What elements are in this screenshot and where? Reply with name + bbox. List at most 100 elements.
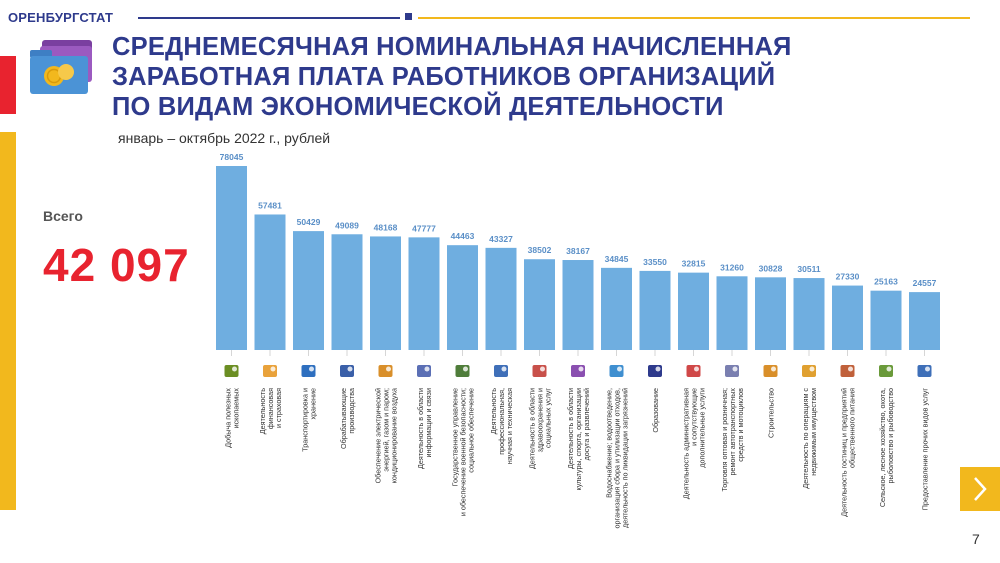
bar	[447, 245, 478, 350]
axis-ticks	[231, 350, 925, 356]
bar-group: 47777 Деятельность в областиинформации и …	[408, 223, 440, 469]
category-label: Водоснабжение; водоотведение,организация…	[604, 388, 629, 529]
bar	[254, 214, 286, 350]
top-bar	[0, 0, 1000, 4]
page-number: 7	[972, 531, 980, 547]
bar-value-label: 49089	[335, 220, 359, 230]
bar	[408, 237, 440, 350]
bar-group: 31260 Торговля оптовая и розничная;ремонт…	[716, 262, 748, 492]
chevron-right-icon	[974, 477, 987, 501]
bar-group: 24557 Предоставление прочих видов услуг	[909, 278, 940, 510]
accent-bar-yellow	[0, 132, 16, 510]
category-label: Деятельность в областиздравоохранения ис…	[527, 388, 552, 469]
bar-group: 33550 Образование	[639, 257, 671, 433]
bar	[755, 277, 786, 350]
education-icon	[648, 365, 662, 377]
science-icon	[494, 365, 508, 377]
category-label: Деятельностьфинансоваяи страховая	[258, 388, 283, 435]
bar-value-label: 57481	[258, 200, 282, 210]
mining-icon	[224, 365, 239, 377]
bar-group: 57481 Деятельностьфинансоваяи страховая	[254, 200, 286, 435]
bar	[485, 247, 517, 350]
bar-group: 43327 Деятельностьпрофессиональная,научна…	[485, 234, 517, 465]
bar-value-label: 44463	[451, 231, 475, 241]
bar	[870, 290, 902, 350]
government-icon	[455, 365, 470, 377]
hotel-icon	[840, 365, 855, 377]
bar-value-label: 30511	[797, 264, 820, 274]
category-label: Добыча полезныхископаемых	[223, 388, 240, 448]
bar-value-label: 38502	[528, 245, 552, 255]
bar-value-label: 30828	[759, 263, 783, 273]
category-label: Деятельность гостиниц и предприятийобщес…	[839, 388, 856, 517]
bar	[909, 292, 940, 350]
bar-group: 38167 Деятельность в областикультуры, спо…	[562, 246, 594, 490]
agriculture-icon	[879, 365, 893, 377]
bar	[370, 236, 401, 350]
bar	[216, 166, 247, 350]
bar-value-label: 32815	[682, 259, 706, 269]
category-label: Государственное управлениеи обеспечение …	[450, 388, 475, 516]
folder-coins-icon	[30, 40, 92, 94]
bar-value-label: 47777	[412, 223, 436, 233]
category-label: Деятельность в областикультуры, спорта, …	[566, 388, 591, 490]
bar-value-label: 31260	[720, 262, 744, 272]
category-label: Обеспечение электрическойэнергией, газом…	[373, 388, 398, 483]
bar	[293, 231, 324, 350]
transport-icon	[301, 365, 316, 377]
bar	[562, 260, 594, 350]
bar-group: 25163 Сельское, лесное хозяйство, охота,р…	[870, 277, 902, 507]
bar-value-label: 38167	[566, 246, 590, 256]
trade-icon	[725, 365, 739, 377]
bar-group: 49089 Обрабатывающиепроизводства	[331, 220, 363, 449]
energy-icon	[378, 365, 393, 377]
next-slide-button[interactable]	[960, 467, 1000, 511]
bar	[678, 272, 709, 350]
construction-icon	[763, 365, 778, 377]
bar-value-label: 27330	[836, 272, 860, 282]
bar-value-label: 34845	[605, 254, 629, 264]
bar-group: 48168 Обеспечение электрическойэнергией, …	[370, 222, 401, 483]
bar-group: 30828 Строительство	[755, 263, 786, 438]
period-subtitle: январь – октябрь 2022 г., рублей	[118, 130, 331, 146]
page-title: СРЕДНЕМЕСЯЧНАЯ НОМИНАЛЬНАЯ НАЧИСЛЕННАЯ З…	[112, 32, 872, 122]
category-label: Торговля оптовая и розничная;ремонт авто…	[720, 388, 745, 492]
category-label: Обрабатывающиепроизводства	[339, 388, 356, 449]
title-line-1: СРЕДНЕМЕСЯЧНАЯ НОМИНАЛЬНАЯ НАЧИСЛЕННАЯ	[112, 33, 792, 61]
bar-group: 50429 Транспортировка ихранение	[293, 217, 324, 452]
bar-group: 30511 Деятельность по операциям снедвижим…	[793, 264, 825, 489]
bar-group: 44463 Государственное управлениеи обеспеч…	[447, 231, 478, 516]
water-supply-icon	[609, 365, 624, 377]
category-label: Деятельность в областиинформации и связи	[416, 388, 433, 469]
category-label: Сельское, лесное хозяйство, охота,рыболо…	[878, 388, 895, 507]
services-icon	[917, 365, 932, 377]
bar-group: 34845 Водоснабжение; водоотведение,органи…	[601, 254, 632, 529]
bar	[524, 259, 555, 350]
bar-value-label: 48168	[374, 222, 398, 232]
bar-value-label: 33550	[643, 257, 667, 267]
bar-group: 78045 Добыча полезныхископаемых	[216, 152, 247, 448]
bar	[716, 276, 748, 350]
bar-value-label: 78045	[220, 152, 244, 162]
culture-icon	[571, 365, 585, 377]
category-label: Деятельность административнаяи сопутству…	[681, 388, 706, 499]
category-label: Строительство	[767, 388, 776, 438]
category-label: Деятельностьпрофессиональная,научная и т…	[489, 388, 514, 465]
category-label: Деятельность по операциям снедвижимым им…	[801, 388, 818, 489]
bar-value-label: 24557	[913, 278, 937, 288]
healthcare-icon	[532, 365, 547, 377]
bar-value-label: 50429	[297, 217, 321, 227]
bar-group: 38502 Деятельность в областиздравоохранен…	[524, 245, 555, 469]
total-label: Всего	[43, 208, 83, 224]
header-rule-right	[418, 17, 970, 19]
real-estate-icon	[802, 365, 816, 377]
category-label: Транспортировка ихранение	[300, 388, 317, 452]
header-rule-left	[138, 17, 400, 19]
bar-value-label: 25163	[874, 277, 898, 287]
title-line-3: ПО ВИДАМ ЭКОНОМИЧЕСКОЙ ДЕЯТЕЛЬНОСТИ	[112, 93, 724, 121]
category-label: Предоставление прочих видов услуг	[921, 388, 930, 511]
header-rule-marker	[405, 13, 412, 20]
accent-bar-red	[0, 56, 16, 114]
brand-name: ОРЕНБУРГСТАТ	[8, 10, 114, 25]
